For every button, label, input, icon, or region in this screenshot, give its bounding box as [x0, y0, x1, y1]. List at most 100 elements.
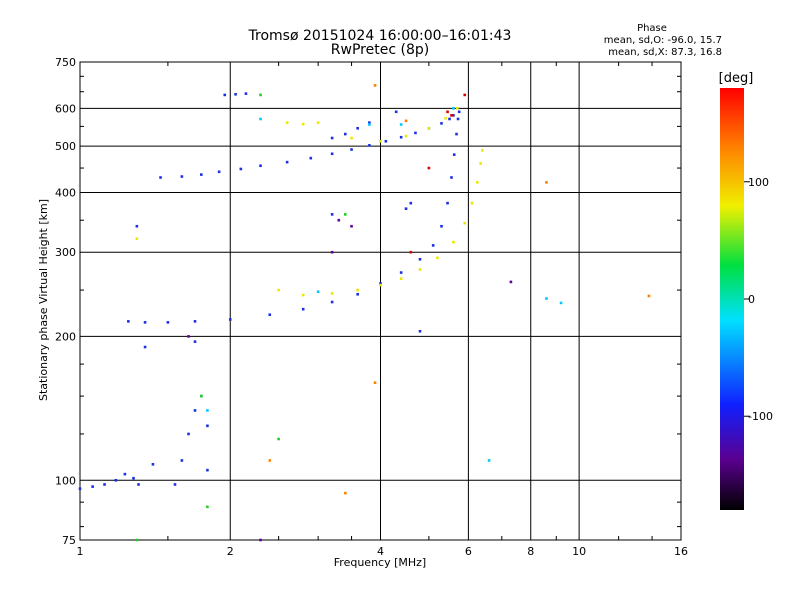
- data-point-other-purple: [350, 224, 353, 228]
- data-point-X: [470, 201, 474, 205]
- data-point-X: [316, 121, 320, 124]
- x-tick-label: 6: [465, 545, 472, 558]
- data-point-other-warm: [545, 181, 548, 184]
- data-point-X: [399, 277, 403, 281]
- data-point-other-red: [463, 93, 467, 97]
- data-point-X: [277, 288, 280, 292]
- data-point-O: [414, 131, 417, 135]
- data-point-O: [135, 224, 139, 228]
- x-tick-label: 4: [377, 545, 384, 558]
- data-point-O: [399, 271, 403, 274]
- data-point-O: [440, 224, 443, 228]
- data-point-other-purple: [187, 335, 190, 338]
- data-point-O: [127, 320, 130, 323]
- data-point-X: [481, 149, 484, 152]
- data-point-other-warm: [373, 381, 377, 385]
- data-point-X: [475, 181, 479, 184]
- data-point-O: [259, 164, 262, 168]
- data-point-O: [193, 340, 197, 343]
- data-point-O: [330, 152, 334, 156]
- data-point-O: [151, 463, 155, 466]
- data-point-other: [545, 297, 548, 300]
- data-point-O: [418, 257, 422, 261]
- data-point-X: [285, 121, 289, 124]
- data-point-other-purple: [337, 218, 341, 222]
- data-point-other-warm: [373, 84, 377, 87]
- data-point-O: [350, 148, 353, 151]
- y-tick-label: 500: [55, 140, 76, 153]
- data-point-O: [200, 173, 203, 176]
- y-tick-label: 600: [55, 102, 76, 115]
- data-point-O: [343, 132, 347, 136]
- data-point-X: [452, 240, 455, 244]
- chart-subtitle: RwPretec (8p): [331, 42, 429, 58]
- data-point-X: [135, 237, 139, 241]
- data-point-O: [193, 320, 197, 323]
- data-points: [78, 84, 651, 542]
- x-tick-label: 16: [674, 545, 688, 558]
- data-point-O: [356, 126, 359, 130]
- data-point-other-purple: [330, 250, 334, 254]
- data-point-O: [455, 132, 458, 136]
- data-point-other-green: [200, 394, 203, 398]
- data-point-other-warm: [343, 491, 347, 495]
- data-point-O: [452, 114, 455, 117]
- x-axis-label: Frequency [MHz]: [334, 556, 426, 569]
- data-point-X: [404, 134, 408, 138]
- data-point-O: [123, 472, 127, 476]
- data-point-O: [223, 93, 227, 97]
- y-axis-label: Stationary phase Virtual Height [km]: [37, 199, 50, 401]
- data-point-O: [330, 136, 334, 140]
- data-point-other: [316, 290, 320, 294]
- data-point-X: [436, 256, 439, 260]
- data-point-other-red: [409, 250, 413, 254]
- data-point-other: [368, 123, 371, 126]
- data-point-other-green: [259, 93, 262, 97]
- data-point-other-purple: [259, 538, 262, 542]
- data-point-O: [103, 483, 106, 486]
- data-point-other-purple: [509, 280, 513, 284]
- data-point-other-green: [343, 213, 347, 216]
- colorbar: [720, 88, 744, 510]
- colorbar-tick-label: 0: [748, 293, 755, 306]
- data-point-other-warm: [404, 119, 408, 123]
- data-point-O: [206, 424, 209, 428]
- data-point-X: [427, 126, 431, 130]
- colorbar-label: [deg]: [719, 71, 754, 86]
- data-point-other: [559, 301, 563, 305]
- data-point-O: [330, 300, 334, 304]
- data-point-O: [143, 321, 147, 324]
- data-point-O: [394, 110, 398, 114]
- data-point-other-red: [446, 110, 449, 114]
- y-tick-label: 750: [55, 56, 76, 69]
- data-point-O: [206, 468, 209, 472]
- data-point-O: [356, 292, 359, 296]
- data-point-O: [78, 487, 82, 491]
- data-point-X: [479, 162, 482, 165]
- data-point-other-green: [206, 505, 209, 509]
- data-point-O: [399, 135, 403, 139]
- x-tick-label: 10: [572, 545, 586, 558]
- data-point-O: [368, 121, 371, 124]
- data-point-O: [143, 345, 147, 349]
- y-tick-label: 200: [55, 330, 76, 343]
- data-point-O: [91, 485, 94, 488]
- colorbar-tick-label: 100: [748, 176, 769, 189]
- data-point-O: [114, 478, 118, 482]
- data-point-X: [444, 116, 447, 120]
- data-point-O: [239, 167, 243, 171]
- data-point-X: [301, 293, 305, 297]
- data-point-O: [228, 318, 232, 321]
- data-point-O: [132, 476, 135, 480]
- data-point-X: [455, 107, 459, 110]
- y-tick-label: 75: [62, 534, 76, 547]
- colorbar-ticks: 100 0 -100: [744, 176, 773, 423]
- data-point-O: [379, 282, 382, 285]
- data-point-O: [446, 201, 449, 205]
- data-point-O: [418, 329, 422, 333]
- data-point-O: [301, 307, 305, 311]
- data-point-O: [409, 201, 413, 205]
- data-point-O: [404, 207, 408, 210]
- x-axis-ticks: 1 2 4 6 8 10 16: [77, 62, 688, 558]
- data-point-O: [244, 92, 248, 95]
